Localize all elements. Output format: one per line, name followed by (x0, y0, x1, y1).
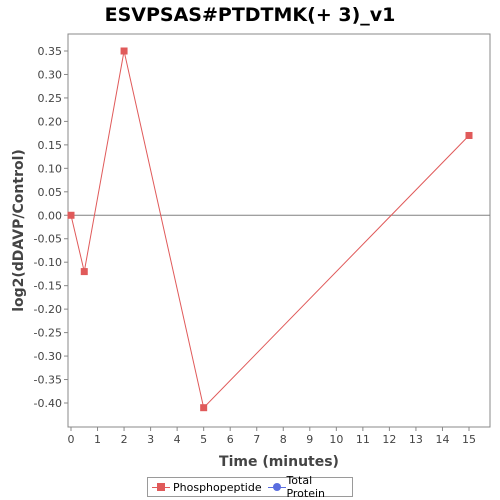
x-tick-label: 13 (409, 433, 423, 446)
x-tick-label: 0 (68, 433, 75, 446)
x-tick-label: 3 (147, 433, 154, 446)
y-axis-label: log2(dDAVP/Control) (11, 149, 27, 312)
y-tick-label: 0.10 (38, 162, 63, 175)
y-tick-label: 0.20 (38, 115, 63, 128)
legend-item-total-protein: Total Protein (267, 474, 346, 500)
x-tick-label: 1 (94, 433, 101, 446)
legend-swatch-circle-icon (267, 482, 286, 492)
y-tick-label: 0.35 (38, 45, 63, 58)
x-tick-label: 6 (227, 433, 234, 446)
y-tick-label: -0.20 (34, 303, 62, 316)
chart-title: ESVPSAS#PTDTMK(+ 3)_v1 (104, 4, 396, 26)
legend: Phosphopeptide Total Protein (147, 474, 353, 500)
y-tick-label: -0.15 (34, 280, 62, 293)
legend-item-phosphopeptide: Phosphopeptide (152, 481, 262, 494)
x-tick-label: 14 (435, 433, 449, 446)
y-tick-label: 0.00 (38, 209, 63, 222)
y-tick-label: 0.30 (38, 68, 63, 81)
x-tick-label: 7 (253, 433, 260, 446)
x-tick-label: 2 (121, 433, 128, 446)
y-tick-label: -0.10 (34, 256, 62, 269)
y-tick-label: -0.05 (34, 233, 62, 246)
x-tick-label: 15 (462, 433, 476, 446)
x-tick-label: 8 (280, 433, 287, 446)
x-tick-label: 9 (306, 433, 313, 446)
x-tick-label: 10 (329, 433, 343, 446)
legend-swatch-square-icon (152, 482, 170, 492)
y-tick-label: -0.25 (34, 327, 62, 340)
plot-frame (67, 33, 491, 428)
data-point (67, 211, 75, 219)
y-tick-label: 0.15 (38, 139, 63, 152)
y-tick-label: 0.25 (38, 92, 63, 105)
y-tick-label: -0.40 (34, 397, 62, 410)
data-point (80, 268, 88, 276)
x-tick-label: 12 (382, 433, 396, 446)
data-point (200, 404, 208, 412)
x-tick-label: 11 (356, 433, 370, 446)
y-tick-label: -0.35 (34, 374, 62, 387)
legend-label-total-protein: Total Protein (286, 474, 325, 500)
data-point (120, 47, 128, 55)
x-tick-label: 5 (200, 433, 207, 446)
y-tick-label: 0.05 (38, 186, 63, 199)
x-axis-label: Time (minutes) (219, 454, 339, 470)
legend-label-phosphopeptide: Phosphopeptide (173, 480, 262, 494)
data-point (465, 131, 473, 139)
x-tick-label: 4 (174, 433, 181, 446)
y-tick-label: -0.30 (34, 350, 62, 363)
